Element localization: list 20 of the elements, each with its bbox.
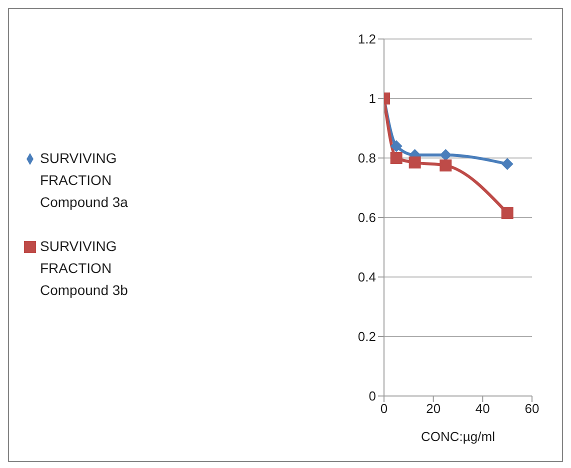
x-axis-title: CONC:µg/ml xyxy=(421,429,496,444)
y-tick-label: 0.6 xyxy=(358,210,376,226)
y-tick-label: 1.2 xyxy=(358,32,376,47)
x-tick-label: 0 xyxy=(380,401,388,416)
point xyxy=(440,159,452,172)
point xyxy=(408,156,421,168)
x-tick-label: 60 xyxy=(524,401,540,416)
y-tick-label: 0.8 xyxy=(358,150,376,166)
point xyxy=(390,140,402,152)
y-tick-label: 0.4 xyxy=(358,270,376,285)
point xyxy=(501,207,514,220)
point xyxy=(390,152,402,164)
point xyxy=(501,158,514,170)
y-tick-label: 0 xyxy=(368,388,376,404)
x-tick-label: 40 xyxy=(475,401,490,416)
legend-label: SURVIVING FRACTION Compound 3a xyxy=(40,149,129,212)
y-tick-label: 0.2 xyxy=(358,329,376,344)
legend-label: SURVIVING FRACTION Compound 3b xyxy=(40,237,129,300)
y-tick-label: 1 xyxy=(368,91,376,106)
x-tick-label: 20 xyxy=(426,401,441,416)
